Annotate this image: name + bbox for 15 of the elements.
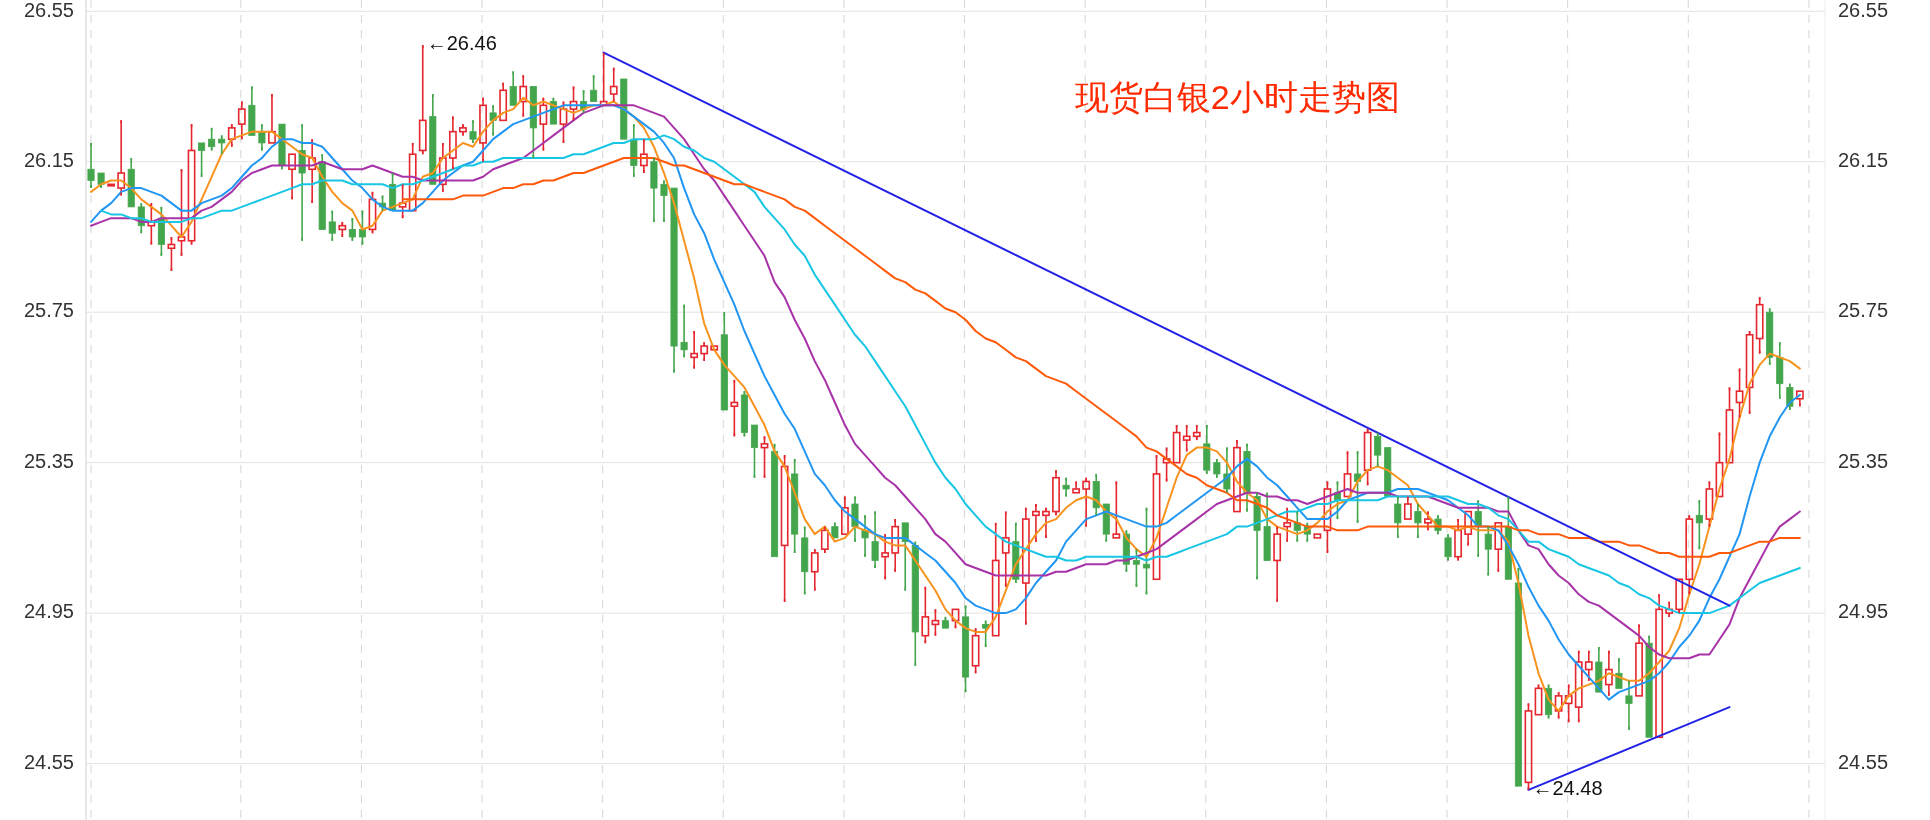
annotation: ←24.48 (1532, 777, 1603, 800)
y-tick-label: 26.15 (23, 149, 74, 172)
y2-tick-label: 26.55 (1838, 0, 1889, 21)
y-tick-label: 26.55 (23, 0, 74, 21)
y2-tick-label: 24.55 (1838, 750, 1889, 773)
y-tick-label: 24.95 (23, 600, 74, 623)
y-tick-label: 24.55 (23, 750, 74, 773)
y2-tick-label: 25.75 (1838, 299, 1889, 322)
y2-tick-label: 24.95 (1838, 600, 1889, 623)
y-tick-label: 25.75 (23, 299, 74, 322)
annotation: ←26.46 (426, 32, 497, 55)
y-tick-label: 25.35 (23, 449, 74, 472)
y2-tick-label: 25.35 (1838, 449, 1889, 472)
y2-tick-label: 26.15 (1838, 149, 1889, 172)
text: 现货白银2小时走势图 (1074, 77, 1400, 116)
